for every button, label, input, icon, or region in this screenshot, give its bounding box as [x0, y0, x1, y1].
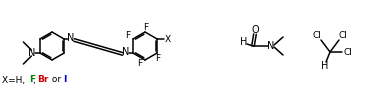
Text: H: H — [321, 61, 329, 71]
Text: N: N — [122, 47, 130, 57]
Text: F: F — [138, 59, 143, 68]
Text: Cl: Cl — [339, 31, 347, 40]
Text: N: N — [28, 48, 35, 58]
Text: F: F — [125, 31, 130, 40]
Text: F: F — [143, 22, 149, 32]
Text: N: N — [67, 33, 75, 43]
Text: F: F — [156, 53, 161, 62]
Text: Br: Br — [37, 76, 48, 85]
Text: X: X — [165, 34, 171, 43]
Text: Cl: Cl — [344, 48, 352, 57]
Text: N: N — [267, 41, 275, 51]
Text: Cl: Cl — [313, 31, 321, 40]
Text: X=H,: X=H, — [2, 76, 28, 85]
Text: F: F — [29, 76, 35, 85]
Text: or: or — [49, 76, 64, 85]
Text: O: O — [251, 25, 259, 35]
Text: H: H — [240, 37, 248, 47]
Text: I: I — [63, 76, 67, 85]
Text: ,: , — [33, 76, 39, 85]
